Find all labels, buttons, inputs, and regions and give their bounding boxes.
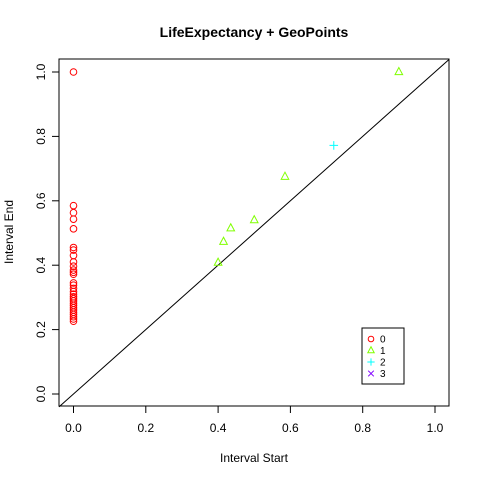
data-point-series-1 [280, 171, 290, 180]
x-tick-label: 0.4 [210, 421, 227, 435]
data-point-series-1 [218, 236, 229, 245]
data-point-series-0 [69, 68, 78, 76]
data-point-series-0 [69, 262, 78, 270]
data-point-series-0 [69, 208, 78, 217]
x-tick-label: 0.0 [65, 421, 82, 435]
x-tick-label: 0.6 [282, 421, 299, 435]
data-point-series-0 [69, 317, 78, 326]
data-point-series-0 [69, 312, 78, 321]
data-point-series-1 [249, 214, 259, 224]
y-tick-label: 0.6 [34, 192, 48, 209]
data-point-series-0 [69, 258, 78, 266]
data-point-series-0 [69, 266, 78, 274]
legend-marker-1 [366, 345, 376, 354]
data-point-series-0 [69, 268, 78, 277]
data-point-series-0 [69, 225, 78, 233]
data-point-series-0 [69, 215, 78, 223]
legend-marker-0 [367, 335, 375, 343]
data-point-series-0 [69, 284, 78, 293]
legend-marker-2 [367, 358, 375, 366]
data-point-series-1 [226, 222, 236, 232]
data-point-series-0 [69, 243, 78, 252]
data-point-series-0 [69, 270, 78, 279]
y-tick-label: 0.8 [34, 128, 48, 145]
data-point-series-0 [69, 279, 78, 287]
data-point-series-1 [394, 66, 404, 76]
x-axis: 0.0 0.2 0.4 0.6 0.8 1.0 [65, 405, 444, 435]
chart-title: LifeExpectancy + GeoPoints [160, 24, 349, 40]
data-point-series-2 [329, 141, 339, 150]
legend-label: 3 [380, 369, 386, 380]
x-tick-label: 1.0 [427, 421, 444, 435]
data-points [69, 66, 404, 326]
y-axis-label: Interval End [2, 200, 16, 264]
data-point-series-0 [69, 246, 78, 254]
x-axis-label: Interval Start [220, 451, 289, 465]
data-point-series-1 [213, 257, 223, 266]
legend-label: 2 [380, 358, 386, 369]
diagonal-line [58, 59, 450, 408]
y-tick-label: 0.0 [34, 385, 48, 402]
legend-label: 0 [380, 335, 386, 346]
legend-label: 1 [380, 346, 386, 357]
legend-marker-3 [367, 370, 375, 377]
data-point-series-0 [69, 315, 78, 323]
y-tick-label: 0.2 [34, 321, 48, 338]
data-point-series-0 [69, 201, 78, 210]
y-tick-label: 1.0 [34, 63, 48, 80]
y-axis: 0.0 0.2 0.4 0.6 0.8 1.0 [34, 63, 60, 402]
x-tick-label: 0.8 [354, 421, 371, 435]
y-tick-label: 0.4 [34, 257, 48, 274]
x-tick-label: 0.2 [137, 421, 154, 435]
